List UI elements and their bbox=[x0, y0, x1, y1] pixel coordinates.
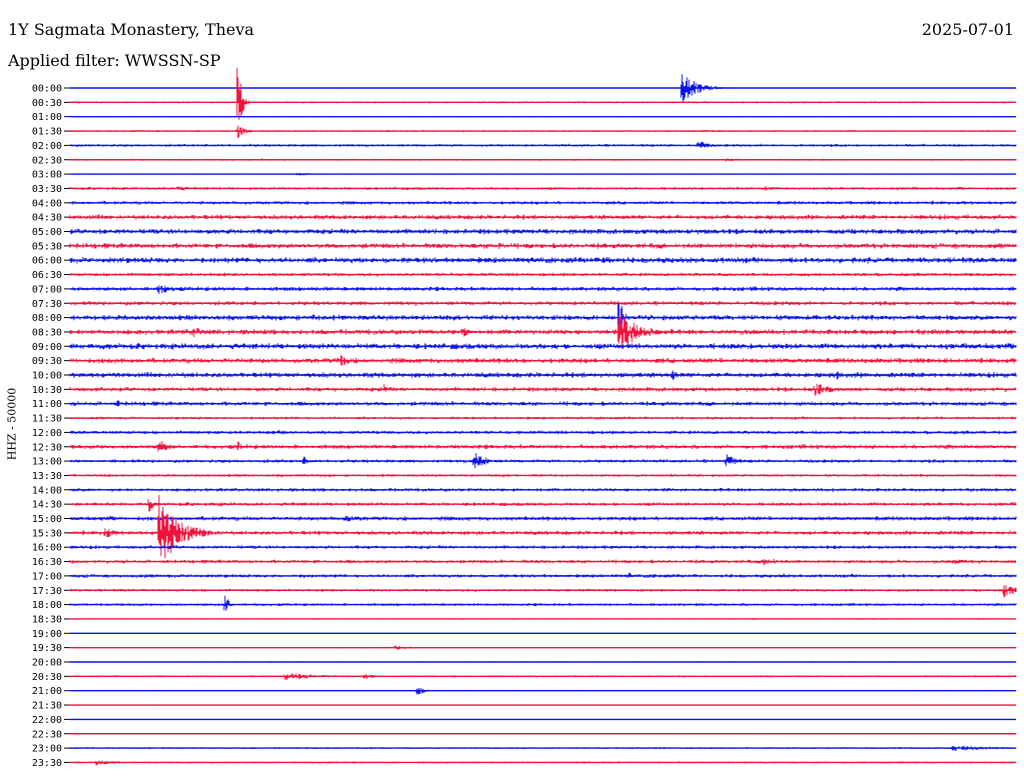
row-time-label: 17:00 bbox=[32, 571, 62, 582]
row-time-label: 03:00 bbox=[32, 170, 62, 181]
row-time-label: 23:00 bbox=[32, 744, 62, 755]
row-time-label: 12:30 bbox=[32, 442, 62, 453]
row-time-label: 15:30 bbox=[32, 528, 62, 539]
row-time-label: 14:00 bbox=[32, 485, 62, 496]
row-time-label: 05:30 bbox=[32, 241, 62, 252]
row-time-label: 02:00 bbox=[32, 141, 62, 152]
seismic-trace-row bbox=[69, 595, 1017, 611]
row-time-label: 20:30 bbox=[32, 672, 62, 683]
row-time-label: 10:30 bbox=[32, 385, 62, 396]
row-time-label: 06:30 bbox=[32, 270, 62, 281]
row-time-label: 22:00 bbox=[32, 715, 62, 726]
row-time-label: 19:00 bbox=[32, 629, 62, 640]
row-time-label: 10:00 bbox=[32, 371, 62, 382]
row-time-label: 04:30 bbox=[32, 213, 62, 224]
seismic-trace-row bbox=[69, 499, 1017, 512]
row-time-label: 21:30 bbox=[32, 701, 62, 712]
row-time-label: 02:30 bbox=[32, 155, 62, 166]
row-time-label: 21:00 bbox=[32, 686, 62, 697]
seismic-trace-row bbox=[69, 125, 1017, 139]
row-time-label: 15:00 bbox=[32, 514, 62, 525]
seismic-trace-row bbox=[69, 585, 1017, 598]
row-time-label: 23:30 bbox=[32, 758, 62, 769]
row-time-label: 09:30 bbox=[32, 356, 62, 367]
row-time-label: 09:00 bbox=[32, 342, 62, 353]
row-time-label: 08:30 bbox=[32, 327, 62, 338]
row-time-label: 22:30 bbox=[32, 729, 62, 740]
row-time-label: 16:30 bbox=[32, 557, 62, 568]
row-time-label: 03:30 bbox=[32, 184, 62, 195]
row-time-label: 17:30 bbox=[32, 586, 62, 597]
row-time-label: 18:00 bbox=[32, 600, 62, 611]
row-time-label: 14:30 bbox=[32, 500, 62, 511]
row-time-label: 06:00 bbox=[32, 256, 62, 267]
row-time-label: 00:30 bbox=[32, 98, 62, 109]
row-time-label: 04:00 bbox=[32, 198, 62, 209]
row-time-label: 00:00 bbox=[32, 84, 62, 95]
row-time-label: 16:00 bbox=[32, 543, 62, 554]
row-time-label: 11:00 bbox=[32, 399, 62, 410]
date-label: 2025-07-01 bbox=[921, 20, 1014, 39]
filter-label: Applied filter: WWSSN-SP bbox=[8, 51, 221, 70]
row-time-label: 08:00 bbox=[32, 313, 62, 324]
row-time-label: 11:30 bbox=[32, 414, 62, 425]
row-time-label: 13:00 bbox=[32, 457, 62, 468]
row-time-label: 01:30 bbox=[32, 127, 62, 138]
row-time-label: 18:30 bbox=[32, 614, 62, 625]
row-time-label: 13:30 bbox=[32, 471, 62, 482]
station-title: 1Y Sagmata Monastery, Theva bbox=[8, 20, 255, 39]
seismic-trace-row bbox=[69, 67, 1017, 120]
row-time-label: 12:00 bbox=[32, 428, 62, 439]
row-time-label: 01:00 bbox=[32, 112, 62, 123]
row-time-label: 20:00 bbox=[32, 658, 62, 669]
row-time-label: 07:30 bbox=[32, 299, 62, 310]
row-time-label: 19:30 bbox=[32, 643, 62, 654]
row-time-label: 07:00 bbox=[32, 284, 62, 295]
row-time-label: 05:00 bbox=[32, 227, 62, 238]
